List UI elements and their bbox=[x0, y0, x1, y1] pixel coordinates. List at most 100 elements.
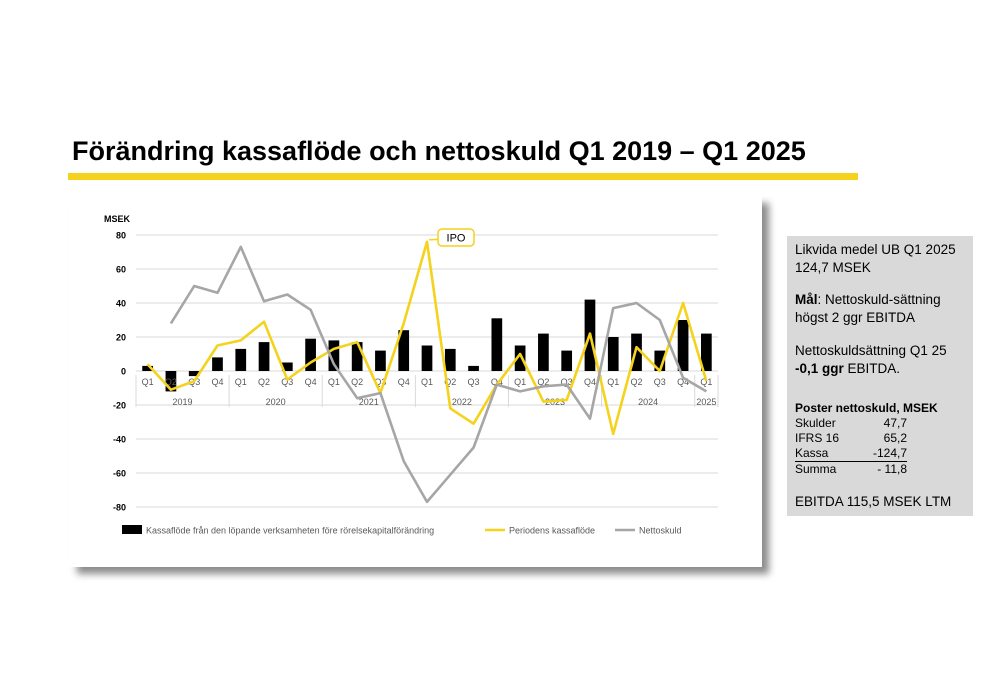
bar bbox=[421, 345, 433, 371]
x-tick-label: Q3 bbox=[561, 377, 573, 387]
x-tick-label: Q1 bbox=[328, 377, 340, 387]
bar bbox=[351, 342, 363, 371]
ratio-value: -0,1 ggr bbox=[795, 361, 844, 376]
bar bbox=[677, 320, 689, 371]
bar bbox=[607, 337, 619, 371]
chart-card: -80 -60 -40 -20 0 20 40 60 80 MSEK Q1 Q2 Q3 Q4 Q1 Q2 Q3 Q… bbox=[70, 196, 762, 567]
debt-row-label: Summa bbox=[795, 462, 837, 476]
legend-swatch bbox=[122, 525, 142, 534]
bar bbox=[631, 333, 642, 371]
debt-row: IFRS 16 65,2 bbox=[795, 431, 907, 446]
debt-row: Kassa -124,7 bbox=[795, 446, 907, 462]
bar bbox=[212, 357, 223, 371]
x-tick-label: Q4 bbox=[211, 377, 223, 387]
ratio-suffix: EBITDA. bbox=[843, 361, 901, 376]
annotation-box bbox=[437, 228, 475, 247]
debt-row-value: 65,2 bbox=[883, 431, 907, 445]
legend-label: Kassaflöde från den löpande verksamheten… bbox=[146, 526, 434, 536]
bar bbox=[444, 348, 456, 371]
series-line bbox=[169, 245, 708, 504]
year-label: 2025 bbox=[696, 397, 716, 407]
debt-row-value: - 11,8 bbox=[877, 462, 907, 476]
bar bbox=[165, 371, 177, 392]
debt-row-label: Skulder bbox=[795, 416, 836, 430]
debt-row-label: Kassa bbox=[795, 446, 855, 462]
legend-label: Nettoskuld bbox=[639, 526, 682, 536]
x-tick-label: Q4 bbox=[305, 377, 317, 387]
side-panel: Likvida medel UB Q1 2025 124,7 MSEK Mål:… bbox=[787, 236, 973, 516]
bar bbox=[281, 362, 293, 371]
bar bbox=[654, 350, 666, 371]
debt-row: Summa - 11,8 bbox=[795, 462, 907, 478]
goal-description: : Nettoskuld-sättning högst 2 ggr EBITDA bbox=[795, 292, 941, 325]
x-tick-label: Q2 bbox=[631, 377, 643, 387]
bar bbox=[538, 333, 549, 371]
legend-label: Periodens kassaflöde bbox=[509, 526, 595, 536]
title-underline bbox=[68, 173, 858, 180]
x-tick-label: Q2 bbox=[258, 377, 270, 387]
y-tick-label: -40 bbox=[113, 435, 126, 445]
bar bbox=[561, 350, 573, 371]
bar bbox=[468, 365, 479, 371]
y-tick-label: -20 bbox=[113, 401, 126, 411]
y-tick-label: -60 bbox=[113, 469, 126, 479]
y-tick-label: 60 bbox=[116, 265, 126, 275]
y-tick-label: -80 bbox=[113, 503, 126, 513]
bar bbox=[398, 330, 410, 371]
goal-text: Mål: Nettoskuld-sättning högst 2 ggr EBI… bbox=[795, 291, 973, 327]
x-tick-label: Q1 bbox=[235, 377, 247, 387]
y-tick-label: 80 bbox=[116, 231, 126, 241]
x-tick-label: Q1 bbox=[421, 377, 433, 387]
x-tick-label: Q4 bbox=[398, 377, 410, 387]
bar bbox=[328, 340, 340, 371]
debt-row-value: 47,7 bbox=[883, 416, 907, 430]
annotation-label: IPO bbox=[447, 233, 466, 245]
year-label: 2021 bbox=[359, 397, 379, 407]
bar bbox=[258, 342, 270, 371]
x-tick-label: Q4 bbox=[584, 377, 596, 387]
x-tick-label: Q2 bbox=[165, 377, 177, 387]
y-tick-label: 20 bbox=[116, 333, 126, 343]
year-label: 2020 bbox=[266, 397, 286, 407]
y-tick-label: 0 bbox=[121, 367, 126, 377]
series-line bbox=[146, 240, 708, 436]
x-tick-label: Q1 bbox=[700, 377, 712, 387]
year-label: 2022 bbox=[452, 397, 472, 407]
page-title: Förändring kassaflöde och nettoskuld Q1 … bbox=[72, 136, 806, 166]
x-tick-label: Q2 bbox=[537, 377, 549, 387]
x-tick-label: Q3 bbox=[281, 377, 293, 387]
bar bbox=[235, 348, 247, 371]
x-tick-label: Q4 bbox=[677, 377, 689, 387]
bar bbox=[305, 338, 316, 371]
y-axis-label: MSEK bbox=[104, 214, 131, 224]
bar bbox=[491, 318, 503, 371]
debt-row: Skulder 47,7 bbox=[795, 416, 907, 431]
x-tick-label: Q3 bbox=[374, 377, 386, 387]
x-tick-label: Q3 bbox=[654, 377, 666, 387]
x-tick-label: Q4 bbox=[491, 377, 503, 387]
liquidity-text: Likvida medel UB Q1 2025 124,7 MSEK bbox=[795, 242, 956, 275]
x-tick-label: Q1 bbox=[142, 377, 154, 387]
goal-label: Mål bbox=[795, 292, 818, 307]
year-label: 2024 bbox=[638, 397, 658, 407]
debt-row-label: IFRS 16 bbox=[795, 431, 840, 445]
bar bbox=[375, 350, 386, 371]
ratio-prefix: Nettoskuldsättning Q1 25 bbox=[795, 343, 947, 358]
y-tick-label: 40 bbox=[116, 299, 126, 309]
cashflow-net-debt-chart: -80 -60 -40 -20 0 20 40 60 80 MSEK Q1 Q2 Q3 Q4 Q1 Q2 Q3 Q… bbox=[104, 214, 719, 536]
ebitda-text: EBITDA 115,5 MSEK LTM bbox=[795, 494, 952, 509]
bar bbox=[142, 365, 153, 371]
x-tick-label: Q3 bbox=[468, 377, 480, 387]
year-label: 2019 bbox=[173, 397, 193, 407]
bar bbox=[514, 345, 526, 371]
ratio-text: Nettoskuldsättning Q1 25 -0,1 ggr EBITDA. bbox=[795, 342, 947, 378]
bar bbox=[701, 333, 712, 371]
bar bbox=[188, 371, 200, 377]
x-tick-label: Q2 bbox=[444, 377, 456, 387]
debt-table: Skulder 47,7 IFRS 16 65,2 Kassa -124,7 Summ… bbox=[795, 416, 907, 477]
debt-table-title: Poster nettoskuld, MSEK bbox=[795, 401, 938, 415]
debt-row-value: -124,7 bbox=[855, 446, 907, 462]
x-tick-label: Q2 bbox=[351, 377, 363, 387]
x-tick-label: Q1 bbox=[514, 377, 526, 387]
x-tick-label: Q1 bbox=[607, 377, 619, 387]
